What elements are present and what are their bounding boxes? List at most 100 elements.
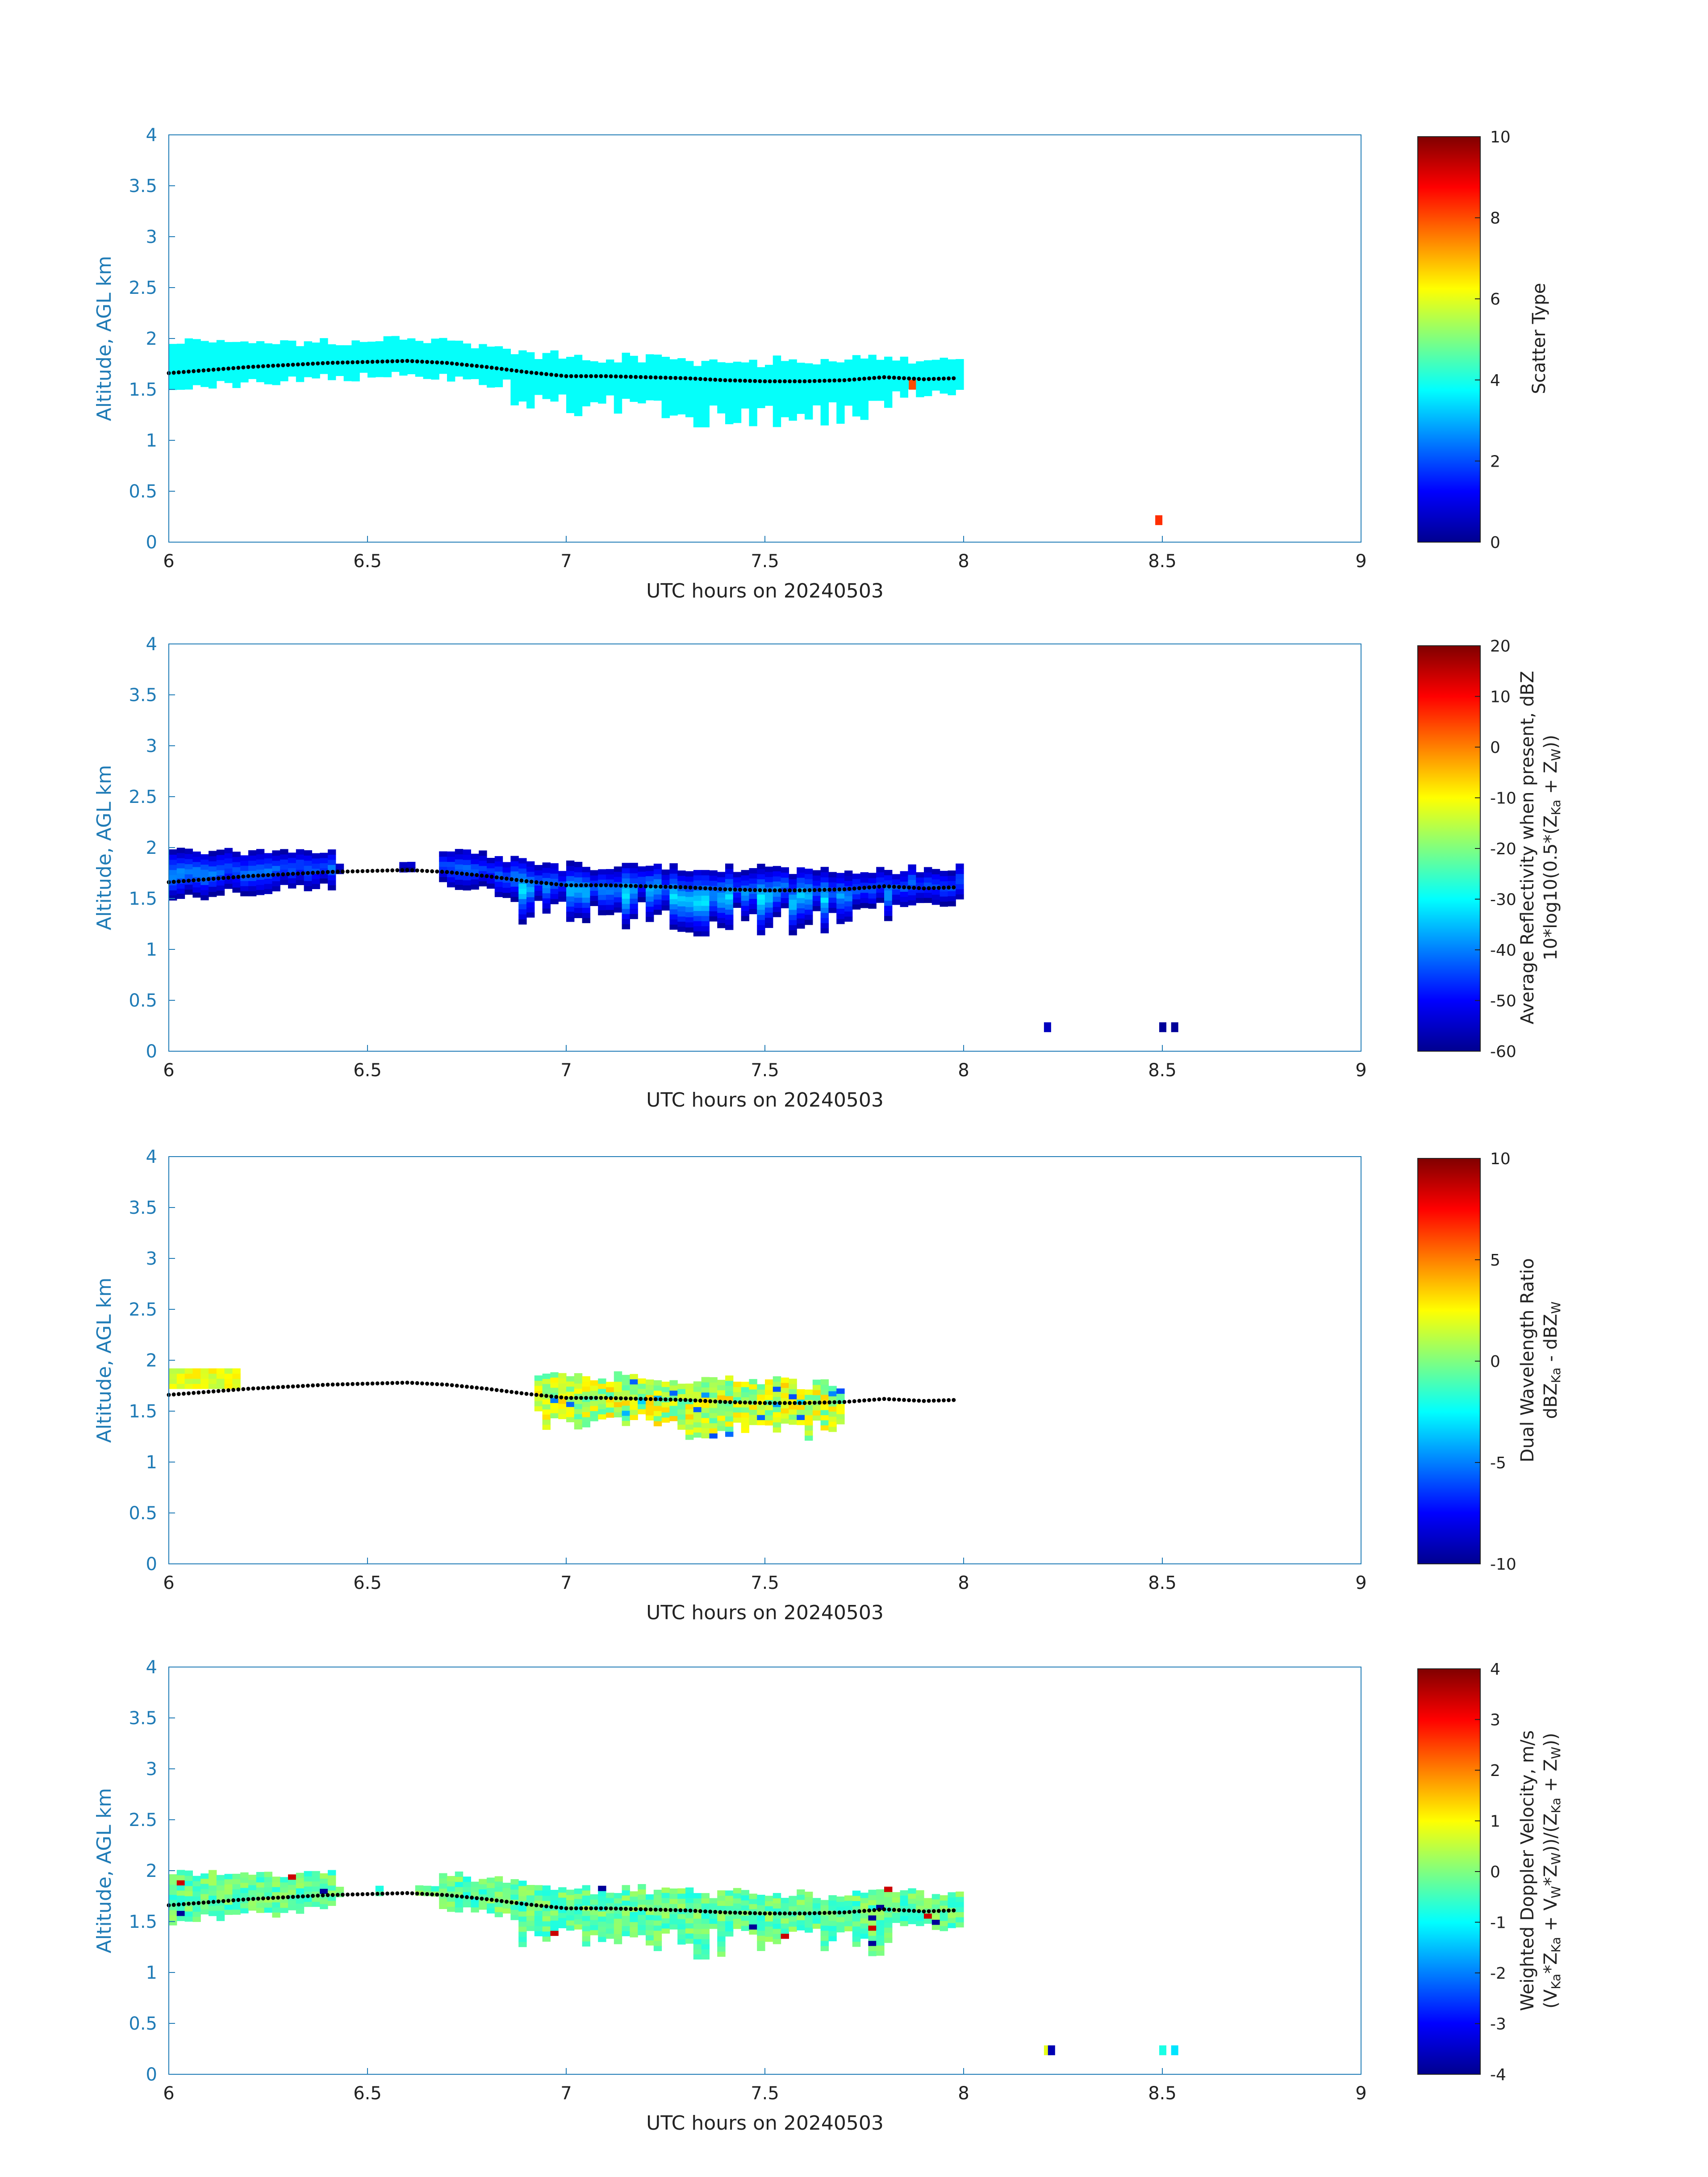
heatmap-cell: [622, 1385, 630, 1391]
heatmap-cell: [224, 1910, 233, 1915]
heatmap-cell: [931, 1899, 940, 1905]
cloud-base-dot: [693, 1398, 697, 1403]
cloud-base-dot: [564, 1906, 568, 1910]
cloud-base-dot: [306, 1894, 310, 1898]
y-tick-label: 0.5: [129, 990, 157, 1011]
heatmap-cell: [566, 377, 575, 383]
heatmap-cell: [725, 383, 734, 389]
cloud-base-dot: [440, 1382, 444, 1387]
cloud-base-dot: [216, 1899, 221, 1904]
cloud-base-dot: [718, 887, 722, 891]
heatmap-cell: [828, 1396, 837, 1402]
heatmap-cell: [948, 390, 956, 396]
cloud-base-dot: [346, 869, 350, 874]
heatmap-cell: [558, 876, 567, 882]
cloud-base-dot: [365, 869, 370, 873]
heatmap-cell: [693, 381, 702, 387]
heatmap-cell: [773, 1923, 781, 1929]
heatmap-cell: [375, 341, 384, 347]
heatmap-cell: [296, 1908, 305, 1914]
heatmap-cell: [725, 914, 734, 920]
heatmap-cell: [948, 380, 956, 385]
heatmap-cell: [598, 363, 606, 368]
heatmap-cell: [598, 869, 606, 875]
heatmap-cell: [797, 1394, 805, 1400]
heatmap-cell: [852, 899, 861, 905]
heatmap-cell: [502, 374, 511, 380]
heatmap-cell: [789, 395, 797, 401]
heatmap-cell: [900, 356, 908, 362]
heatmap-cell: [558, 389, 567, 395]
heatmap-cell: [169, 865, 177, 870]
heatmap-cell: [439, 1873, 447, 1879]
heatmap-cell: [931, 1919, 940, 1925]
heatmap-cell: [232, 1909, 241, 1915]
heatmap-cell: [876, 370, 885, 376]
heatmap-cell: [812, 1405, 821, 1411]
formula-subscript: Ka: [1549, 800, 1563, 815]
heatmap-cell: [733, 1903, 742, 1909]
heatmap-cell: [757, 1389, 765, 1395]
heatmap-cell: [677, 368, 686, 374]
heatmap-cell: [232, 1373, 241, 1379]
heatmap-cell: [312, 1901, 320, 1907]
heatmap-cell: [630, 1922, 638, 1927]
heatmap-cell: [797, 908, 805, 914]
heatmap-cell: [534, 1921, 543, 1926]
cloud-base-dot: [484, 1387, 489, 1391]
heatmap-cell: [852, 1890, 861, 1896]
heatmap-cell: [550, 1403, 559, 1408]
heatmap-cell: [479, 1884, 487, 1889]
heatmap-cell: [749, 390, 757, 396]
cloud-base-dot: [604, 1906, 608, 1910]
heatmap-cell: [669, 919, 678, 925]
heatmap-cell: [876, 359, 885, 365]
y-tick-label: 2.5: [129, 1300, 157, 1320]
heatmap-cell: [741, 1387, 749, 1392]
heatmap-cell: [646, 1940, 654, 1946]
heatmap-cell: [590, 1930, 598, 1935]
cloud-base-dot: [171, 1392, 176, 1397]
cloud-base-dot: [301, 1384, 305, 1388]
heatmap-cell: [312, 352, 320, 358]
formula-text: + Z: [1541, 761, 1561, 799]
heatmap-cell: [542, 1890, 551, 1896]
heatmap-cell: [510, 1910, 519, 1915]
heatmap-cell: [534, 1401, 543, 1407]
heatmap-cell: [701, 422, 710, 427]
heatmap-cell: [272, 861, 280, 866]
heatmap-cell: [375, 351, 384, 357]
heatmap-cell: [184, 869, 193, 875]
heatmap-cell: [184, 359, 193, 364]
cloud-base-dot: [206, 1390, 211, 1394]
heatmap-cell: [733, 897, 742, 903]
heatmap-cell: [224, 1879, 233, 1885]
heatmap-cell: [550, 365, 559, 371]
formula-text: - dBZ: [1541, 1314, 1561, 1367]
heatmap-cell: [677, 384, 686, 389]
heatmap-cell: [876, 380, 885, 386]
cloud-base-dot: [216, 876, 221, 881]
heatmap-cell: [717, 1900, 726, 1906]
heatmap-cell: [256, 879, 265, 885]
heatmap-cell: [280, 849, 288, 855]
heatmap-cell: [789, 359, 797, 365]
heatmap-cell: [288, 351, 296, 356]
heatmap-cell: [256, 1907, 265, 1913]
heatmap-cell: [534, 1926, 543, 1931]
cloud-base-dot: [783, 1401, 787, 1405]
heatmap-cell: [860, 379, 869, 384]
heatmap-cell: [630, 888, 638, 894]
heatmap-cell: [638, 1889, 646, 1895]
cloud-base-dot: [584, 883, 588, 887]
heatmap-cell: [820, 1930, 829, 1936]
cloud-base-dot: [733, 1910, 737, 1915]
heatmap-cell: [725, 1380, 734, 1386]
heatmap-cell: [582, 1376, 590, 1382]
cloud-base-dot: [559, 882, 564, 887]
heatmap-cell: [653, 385, 662, 391]
heatmap-cell: [812, 906, 821, 911]
heatmap-cell: [765, 892, 773, 898]
cloud-base-dot: [614, 1396, 618, 1400]
heatmap-cell: [280, 376, 288, 381]
